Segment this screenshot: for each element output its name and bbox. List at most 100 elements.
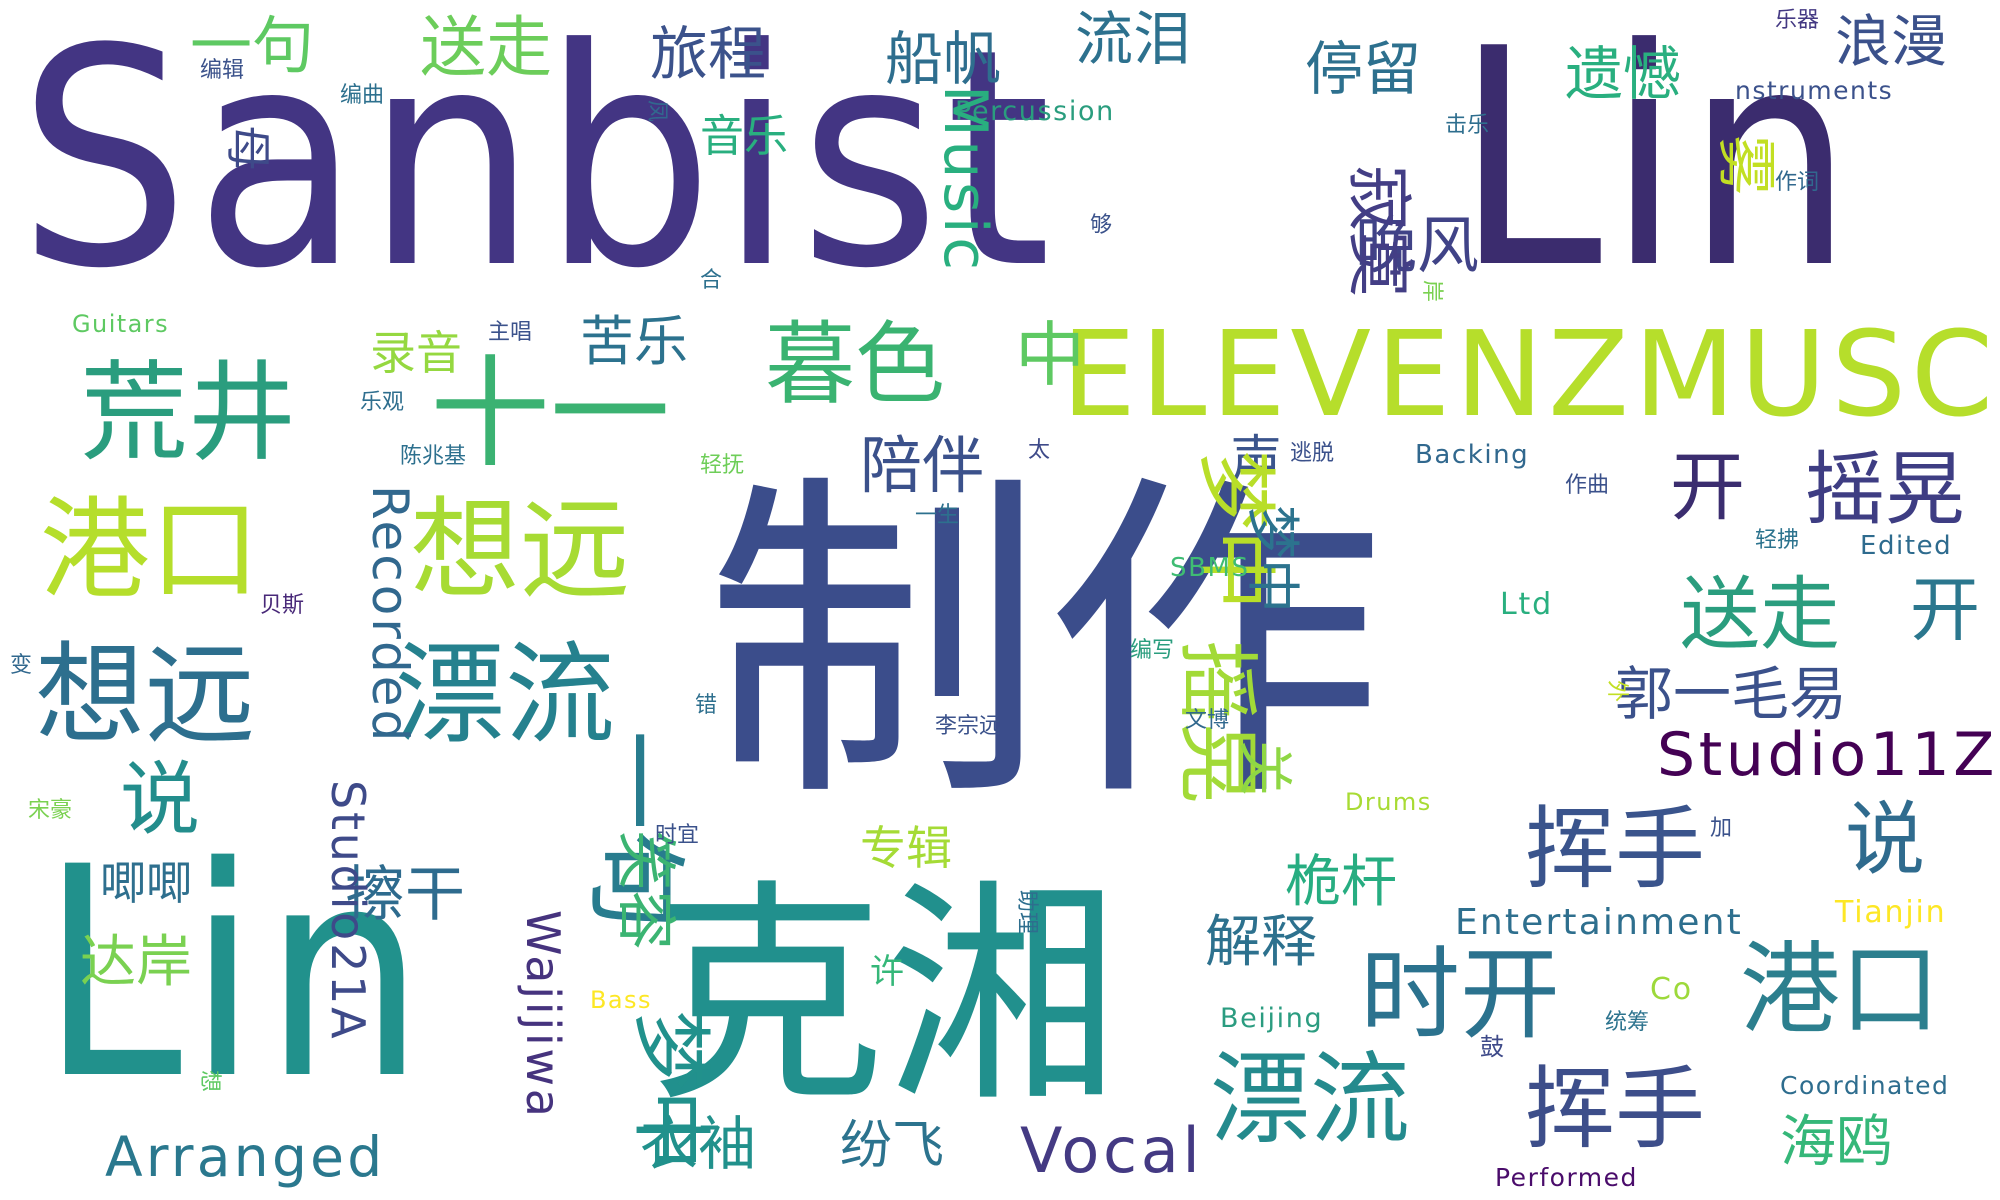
word-zhong-1: 中 xyxy=(1015,314,1085,396)
word-cuo: 错 xyxy=(695,693,718,718)
word-mu: 母 xyxy=(221,125,275,171)
word-studio21a: Studio21A xyxy=(321,780,375,1042)
word-xiangyuan-1: 想远 xyxy=(410,486,630,614)
word-he: 合 xyxy=(700,268,723,293)
word-bass: Bass xyxy=(590,986,652,1014)
word-kexiang: 克湘 xyxy=(650,861,1120,1134)
word-peiban: 陪伴 xyxy=(860,429,985,502)
word-shuo-1: 说 xyxy=(120,753,200,846)
word-sbms: SBMS xyxy=(1170,553,1250,583)
word-zuoqu: 作曲 xyxy=(1565,473,1610,498)
word-arranged: Arranged xyxy=(105,1125,386,1189)
word-songzou-2: 送走 xyxy=(1680,568,1840,661)
word-liulei: 流泪 xyxy=(1075,5,1192,73)
word-shiyi: 十一 xyxy=(430,345,670,484)
word-jimo: 寂寞 xyxy=(1340,165,1417,297)
word-gangkou-1: 港口 xyxy=(40,486,260,614)
word-xiang: 想 xyxy=(197,1070,222,1093)
word-lvcheng: 旅程 xyxy=(650,20,767,88)
word-yueqi: 乐器 xyxy=(1775,8,1820,33)
word-lin-left: Lin xyxy=(40,806,431,1143)
word-chenzhaoji: 陈兆基 xyxy=(400,444,467,469)
word-bian: 变 xyxy=(10,653,33,678)
word-backing: Backing xyxy=(1415,440,1530,470)
word-wenbo: 文博 xyxy=(1185,708,1230,733)
word-gou: 够 xyxy=(1090,213,1113,238)
word-recorded: Recorded xyxy=(361,485,419,745)
word-huishou-1: 挥手 xyxy=(1525,797,1705,902)
word-elevenzmusc: ELEVENZMUSC xyxy=(1061,305,1998,443)
word-taoli: 逃脱 xyxy=(1290,441,1335,466)
word-jiyue: 击乐 xyxy=(1445,113,1490,138)
word-ai: 外 xyxy=(1604,680,1629,703)
word-tingliu: 停留 xyxy=(1305,35,1422,103)
word-luyin: 录音 xyxy=(370,326,462,380)
word-studio11z: Studio11Z xyxy=(1657,720,1998,790)
word-songhao: 宋豪 xyxy=(28,798,73,823)
word-zhuchang: 主唱 xyxy=(488,320,533,345)
word-drums: Drums xyxy=(1345,788,1432,816)
word-shuo-2: 说 xyxy=(1845,793,1925,886)
word-kai-1: 开 xyxy=(1670,443,1746,531)
word-kai-2: 开 xyxy=(1910,569,1980,651)
word-daan: 达岸 xyxy=(80,930,192,995)
word-piaoliu-1: 漂流 xyxy=(395,631,615,759)
word-yihan: 遗憾 xyxy=(1565,40,1682,108)
word-huishou-2: 挥手 xyxy=(1525,1057,1705,1162)
word-yisheng: 一生 xyxy=(915,503,960,528)
word-mushe: 暮色 xyxy=(765,312,945,417)
word-xiangyuan-2: 想远 xyxy=(35,631,255,759)
word-qingfu2: 轻抚 xyxy=(700,453,745,478)
word-gu: 鼓 xyxy=(1480,1033,1504,1061)
word-feng: 凤 xyxy=(644,100,669,123)
word-shikai: 时开 xyxy=(1360,936,1560,1053)
word-xiaorong: 笑容 xyxy=(610,830,680,950)
word-wu: 雾 xyxy=(1710,135,1780,195)
word-jia: 加 xyxy=(1710,816,1733,841)
word-sanbist: Sanbist xyxy=(18,0,1057,334)
word-caigan: 擦干 xyxy=(345,860,465,930)
word-bianji: 编辑 xyxy=(200,58,245,83)
word-entertainment: Entertainment xyxy=(1455,902,1743,943)
word-music: Music xyxy=(930,85,1000,274)
word-zhuli: 助理 xyxy=(1014,890,1039,935)
word-mengzhong-2: 梦中 xyxy=(624,1010,717,1170)
word-jieshi: 解释 xyxy=(1205,910,1317,975)
word-yaohuang-1: 摇晃 xyxy=(1805,443,1965,536)
word-tianjin: Tianjin xyxy=(1835,895,1947,930)
word-xu: 许 xyxy=(870,952,904,992)
word-haiou: 海鸥 xyxy=(1780,1110,1892,1175)
word-qingfu: 轻拂 xyxy=(1755,528,1800,553)
word-kule: 苦乐 xyxy=(580,310,688,373)
word-bianqu: 编曲 xyxy=(340,83,385,108)
word-chuanfan: 船帆 xyxy=(885,25,1002,93)
word-langman: 浪漫 xyxy=(1835,10,1947,75)
word-wajijiwa: Wajijiwa xyxy=(516,910,570,1120)
word-bianxie: 编写 xyxy=(1130,638,1175,663)
word-huangjing: 荒井 xyxy=(80,351,297,476)
word-lizongyuan: 李宗远 xyxy=(935,714,1002,739)
word-tongchou: 统筹 xyxy=(1605,1010,1650,1035)
word-songzou-1: 送走 xyxy=(420,9,552,86)
word-guitars: Guitars xyxy=(72,310,170,338)
word-performed: Performed xyxy=(1495,1163,1638,1192)
word-tai: 太 xyxy=(1028,438,1051,463)
word-ltd: Ltd xyxy=(1500,587,1553,622)
word-an: 岸 xyxy=(1419,280,1444,303)
word-leguan: 乐观 xyxy=(360,390,405,415)
word-zhuanji: 专辑 xyxy=(860,821,952,875)
word-coordinated: Coordinated xyxy=(1780,1071,1950,1100)
word-zhizuo: 制作 xyxy=(705,447,1385,843)
word-shiyi2: 时宜 xyxy=(655,823,700,848)
word-piaoliu-2: 漂流 xyxy=(1210,1041,1410,1158)
word-yixiu: 衣袖 xyxy=(640,1110,757,1178)
word-yinyue: 音乐 xyxy=(700,111,788,162)
word-co: Co xyxy=(1650,972,1693,1007)
word-wanfeng: 晚风 xyxy=(1355,209,1480,282)
word-instruments: nstruments xyxy=(1735,76,1894,105)
word-fenfei: 纷飞 xyxy=(840,1116,945,1176)
word-beisi: 贝斯 xyxy=(260,593,305,618)
word-beijing: Beijing xyxy=(1220,1003,1324,1034)
word-edited: Edited xyxy=(1860,531,1953,561)
word-qianggan: 桅杆 xyxy=(1285,850,1397,915)
